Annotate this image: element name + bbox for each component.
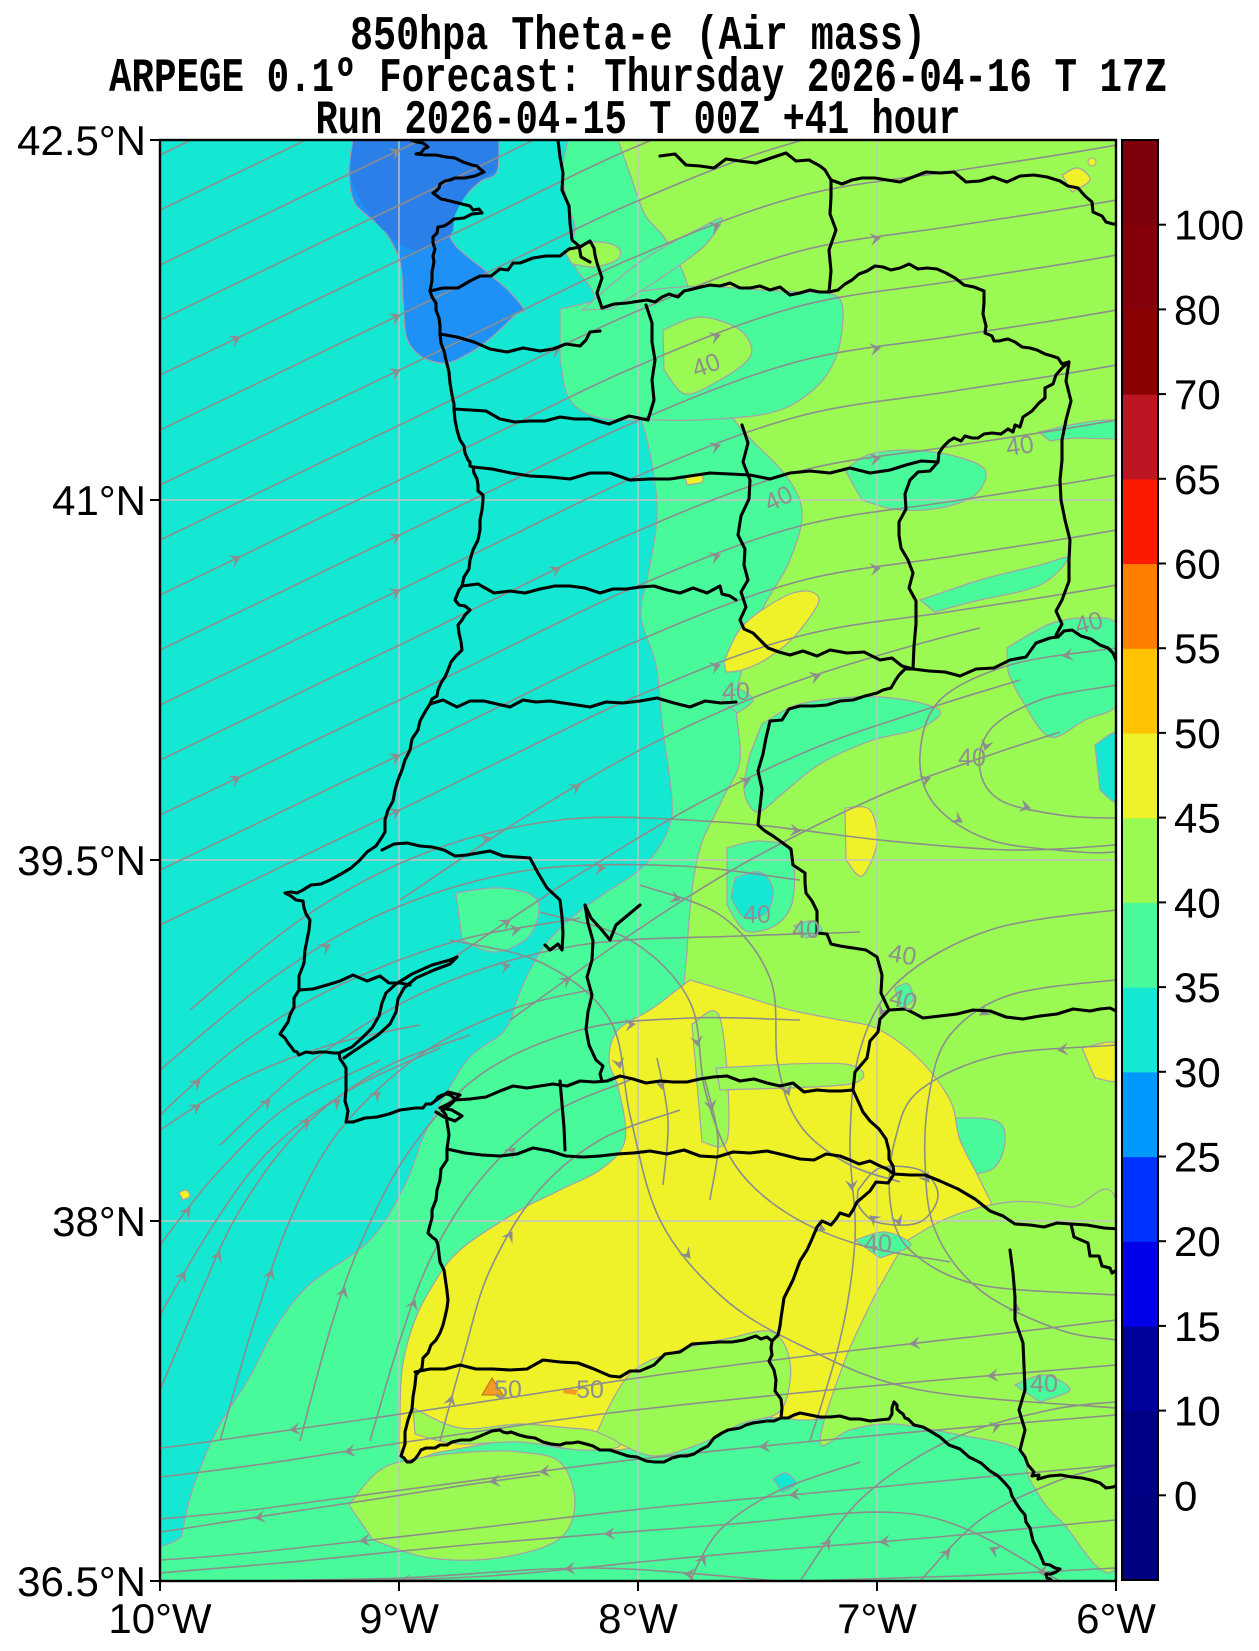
svg-text:15: 15 [1174, 1303, 1221, 1350]
svg-text:50: 50 [494, 1376, 522, 1404]
svg-text:50: 50 [1174, 710, 1221, 757]
svg-text:38°N: 38°N [52, 1198, 146, 1245]
svg-text:40: 40 [886, 939, 918, 971]
svg-text:55: 55 [1174, 625, 1221, 672]
svg-text:36.5°N: 36.5°N [17, 1558, 146, 1605]
svg-text:35: 35 [1174, 964, 1221, 1011]
svg-text:ARPEGE 0.1º Forecast: Thursday: ARPEGE 0.1º Forecast: Thursday 2026-04-1… [109, 52, 1167, 106]
svg-text:20: 20 [1174, 1218, 1221, 1265]
svg-text:60: 60 [1174, 541, 1221, 588]
svg-text:42.5°N: 42.5°N [17, 117, 146, 164]
svg-text:45: 45 [1174, 795, 1221, 842]
svg-text:40: 40 [1030, 1370, 1058, 1398]
svg-text:40: 40 [958, 744, 986, 772]
svg-text:40: 40 [743, 901, 771, 929]
svg-text:80: 80 [1174, 286, 1221, 333]
svg-text:40: 40 [864, 1230, 892, 1258]
svg-text:7°W: 7°W [837, 1595, 917, 1642]
svg-text:41°N: 41°N [52, 477, 146, 524]
svg-text:10°W: 10°W [108, 1595, 212, 1642]
svg-text:50: 50 [576, 1376, 604, 1404]
svg-text:10: 10 [1174, 1388, 1221, 1435]
svg-text:25: 25 [1174, 1134, 1221, 1181]
svg-text:100: 100 [1174, 202, 1244, 249]
svg-text:30: 30 [1174, 1049, 1221, 1096]
svg-text:8°W: 8°W [598, 1595, 678, 1642]
svg-text:39.5°N: 39.5°N [17, 837, 146, 884]
svg-text:40: 40 [792, 916, 820, 944]
svg-text:40: 40 [1004, 430, 1035, 462]
svg-text:40: 40 [722, 678, 750, 706]
svg-text:9°W: 9°W [359, 1595, 439, 1642]
svg-text:0: 0 [1174, 1472, 1197, 1519]
svg-text:40: 40 [1174, 879, 1221, 926]
svg-text:850hpa Theta-e (Air mass): 850hpa Theta-e (Air mass) [350, 10, 926, 64]
svg-text:70: 70 [1174, 371, 1221, 418]
svg-text:65: 65 [1174, 456, 1221, 503]
svg-text:6°W: 6°W [1076, 1595, 1156, 1642]
